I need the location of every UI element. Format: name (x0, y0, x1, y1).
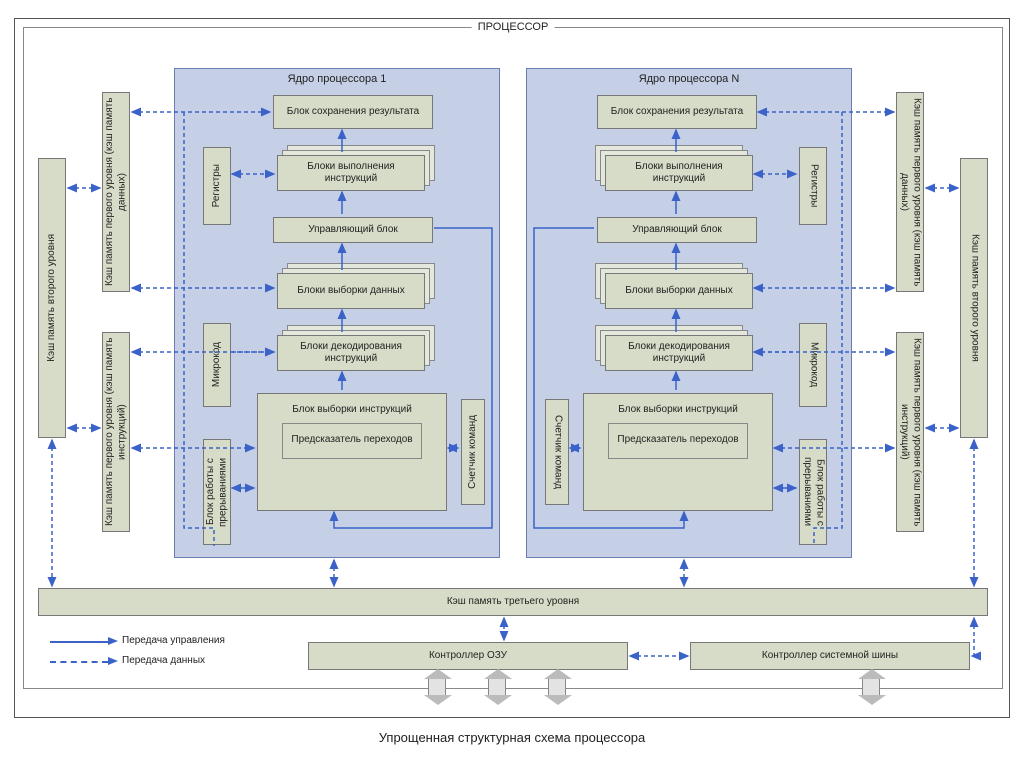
core1-micro: Микрокод (203, 323, 231, 407)
processor-title: ПРОЦЕССОР (472, 21, 555, 33)
coren-fetchd: Блоки выборки данных (605, 273, 753, 309)
coren-decode: Блоки декодирования инструкций (605, 335, 753, 371)
l2-cache-left: Кэш память второго уровня (38, 158, 66, 438)
core1-decode: Блоки декодирования инструкций (277, 335, 425, 371)
coren-regs: Регистры (799, 147, 827, 225)
core1-ctrl: Управляющий блок (273, 217, 433, 243)
core-n: Ядро процессора N Блок сохранения резуль… (526, 68, 852, 558)
coren-fetchi: Блок выборки инструкций Предсказатель пе… (583, 393, 773, 511)
big-arrow-3 (548, 678, 566, 696)
coren-save: Блок сохранения результата (597, 95, 757, 129)
coren-predict: Предсказатель переходов (608, 423, 748, 459)
legend-solid-line (50, 641, 108, 643)
big-arrow-2 (488, 678, 506, 696)
l1i-cache-left: Кэш память первого уровня (кэш память ин… (102, 332, 130, 532)
big-arrow-4 (862, 678, 880, 696)
core1-pc: Счетчик команд (461, 399, 485, 505)
core1-regs: Регистры (203, 147, 231, 225)
coren-exec: Блоки выполнения инструкций (605, 155, 753, 191)
outer-frame: ПРОЦЕССОР Кэш память второго уровня Кэш … (14, 18, 1010, 718)
big-arrow-1 (428, 678, 446, 696)
legend-dashed-line (50, 661, 108, 663)
caption: Упрощенная структурная схема процессора (379, 730, 646, 745)
core-n-title: Ядро процессора N (639, 73, 740, 85)
core1-predict: Предсказатель переходов (282, 423, 422, 459)
l1d-cache-right: Кэш память первого уровня (кэш память да… (896, 92, 924, 292)
core1-fetchi: Блок выборки инструкций Предсказатель пе… (257, 393, 447, 511)
core-1: Ядро процессора 1 Блок сохранения резуль… (174, 68, 500, 558)
ram-controller: Контроллер ОЗУ (308, 642, 628, 670)
l1d-cache-left: Кэш память первого уровня (кэш память да… (102, 92, 130, 292)
legend-solid: Передача управления (122, 635, 225, 646)
coren-micro: Микрокод (799, 323, 827, 407)
core1-exec: Блоки выполнения инструкций (277, 155, 425, 191)
bus-controller: Контроллер системной шины (690, 642, 970, 670)
l1i-cache-right: Кэш память первого уровня (кэш память ин… (896, 332, 924, 532)
coren-pc: Счетчик команд (545, 399, 569, 505)
core1-fetchd: Блоки выборки данных (277, 273, 425, 309)
core-1-title: Ядро процессора 1 (288, 73, 387, 85)
l3-cache: Кэш память третьего уровня (38, 588, 988, 616)
l2-cache-right: Кэш память второго уровня (960, 158, 988, 438)
coren-ctrl: Управляющий блок (597, 217, 757, 243)
processor-box: ПРОЦЕССОР Кэш память второго уровня Кэш … (23, 27, 1003, 689)
core1-irq: Блок работы с прерываниями (203, 439, 231, 545)
legend-dashed: Передача данных (122, 655, 205, 666)
coren-irq: Блок работы с прерываниями (799, 439, 827, 545)
core1-save: Блок сохранения результата (273, 95, 433, 129)
